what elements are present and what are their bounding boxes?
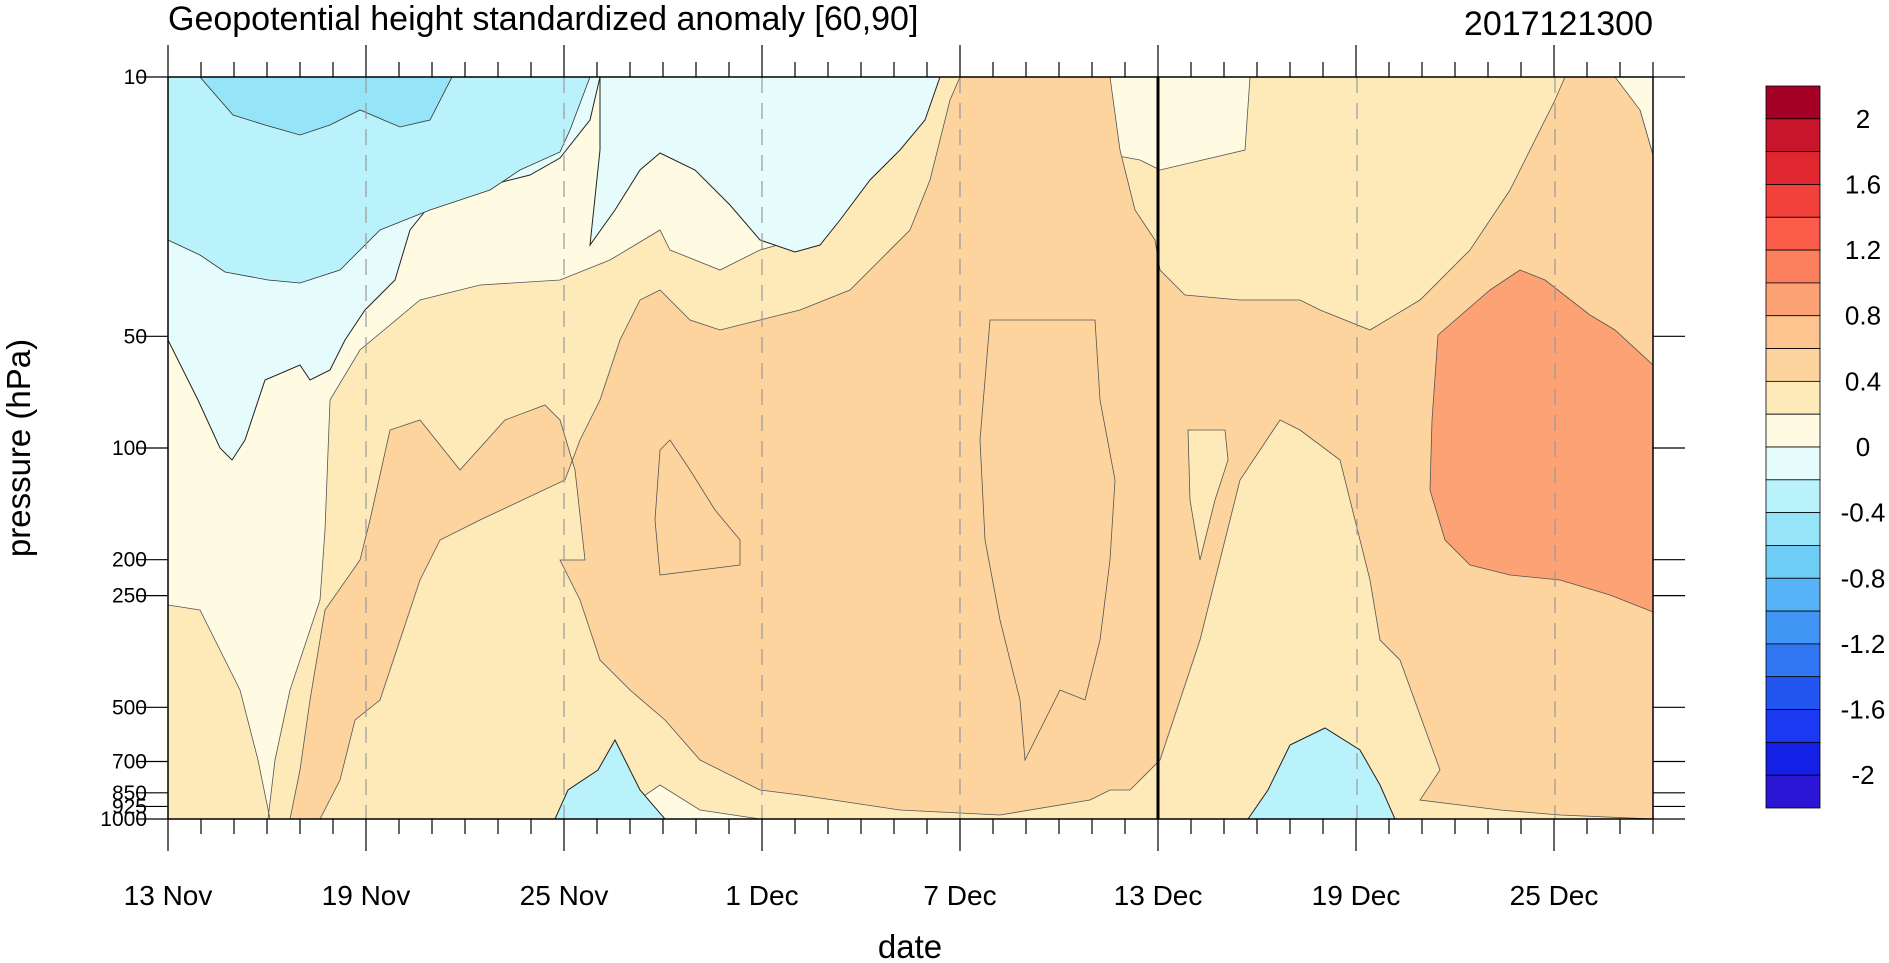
contour-fill-0-to-minus0.2-dec [589, 77, 941, 253]
colorbar-swatch [1765, 512, 1821, 546]
colorbar-label: 1.2 [1845, 235, 1881, 265]
colorbar-swatch [1765, 118, 1821, 153]
y-tick-label: 200 [112, 549, 147, 572]
colorbar-swatch [1765, 446, 1821, 481]
colorbar-swatch [1765, 151, 1821, 185]
colorbar-swatch [1765, 249, 1821, 284]
contour-fill-0.6-to-0.8 [1429, 269, 1653, 613]
contour-fill-low-level-negative-2 [1247, 727, 1396, 819]
colorbar-label: -2 [1851, 760, 1874, 790]
x-tick-label: 25 Dec [1510, 880, 1599, 911]
contour-lines [654, 319, 1229, 762]
y-tick-label: 850 [112, 782, 147, 805]
colorbar-swatch [1765, 184, 1821, 218]
colorbar-swatch [1765, 741, 1821, 776]
colorbar-swatch [1765, 315, 1821, 349]
x-tick-label: 13 Nov [124, 880, 213, 911]
colorbar-label: -0.8 [1841, 563, 1886, 593]
y-tick-label: 1000 [100, 808, 147, 831]
date-stamp: 2017121300 [1464, 5, 1653, 43]
colorbar-label: -1.2 [1841, 629, 1886, 659]
colorbar-label: 0.4 [1845, 366, 1881, 396]
colorbar-swatch [1765, 545, 1821, 579]
x-tick-label: 25 Nov [520, 880, 609, 911]
x-tick-label: 1 Dec [725, 880, 798, 911]
x-axis-label: date [878, 928, 942, 963]
colorbar-swatch [1765, 216, 1821, 251]
colorbar-swatch [1765, 282, 1821, 317]
colorbar-swatch [1765, 610, 1821, 645]
y-tick-label: 500 [112, 696, 147, 719]
contour-fill-minus0.2-to-minus0.4 [168, 77, 591, 284]
x-tick-label: 13 Dec [1114, 880, 1203, 911]
contour-fill-0.4-to-0.6 [289, 77, 1653, 819]
y-tick-label: 925 [112, 795, 147, 818]
colorbar-swatch [1765, 643, 1821, 678]
y-tick-label: 100 [112, 437, 147, 460]
colorbar-swatch [1765, 413, 1821, 448]
chart-title: Geopotential height standardized anomaly… [168, 0, 918, 38]
colorbar-swatch [1765, 676, 1821, 710]
colorbar-swatch [1765, 85, 1821, 120]
colorbar-label: -1.6 [1841, 695, 1886, 725]
colorbar-label: 2 [1856, 104, 1870, 134]
contour-fill-minus0.4-to-minus0.6 [199, 77, 453, 136]
y-tick-label: 250 [112, 585, 147, 608]
colorbar: 2 1.6 1.2 0.8 0.4 0 -0.4 -0.8 -1.2 -1.6 -2 [1765, 85, 1886, 809]
y-tick-label: 700 [112, 751, 147, 774]
colorbar-swatch [1765, 380, 1821, 415]
colorbar-swatch [1765, 774, 1821, 809]
colorbar-label: -0.4 [1841, 498, 1886, 528]
colorbar-swatch [1765, 709, 1821, 743]
contour-fill-layer [168, 77, 1653, 819]
colorbar-label: 0 [1856, 432, 1870, 462]
x-axis: 13 Nov 19 Nov 25 Nov 1 Dec 7 Dec 13 Dec 19 Dec… [124, 45, 1654, 911]
x-tick-label: 19 Nov [322, 880, 411, 911]
y-tick-label: 10 [124, 66, 147, 89]
date-gridlines [365, 77, 1556, 819]
y-axis-label: pressure (hPa) [0, 339, 37, 557]
colorbar-label: 1.6 [1845, 169, 1881, 199]
y-tick-label: 50 [124, 325, 147, 348]
contour-fill-low-level-negative-1 [554, 738, 666, 819]
colorbar-swatch [1765, 348, 1821, 382]
x-tick-label: 7 Dec [923, 880, 996, 911]
colorbar-label: 0.8 [1845, 301, 1881, 331]
colorbar-swatch [1765, 479, 1821, 514]
colorbar-swatch [1765, 577, 1821, 612]
x-tick-label: 19 Dec [1312, 880, 1401, 911]
